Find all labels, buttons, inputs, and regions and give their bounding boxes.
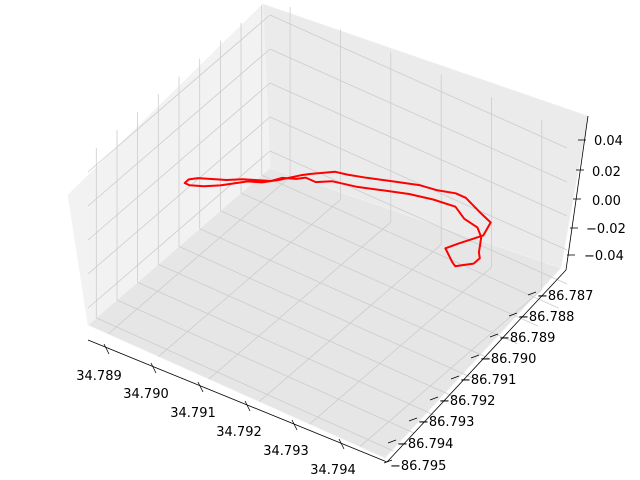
y-tick-mark [408, 417, 418, 422]
wall-grid-line [87, 150, 271, 309]
floor-grid-line [96, 317, 394, 452]
x-tick-label: 34.791 [170, 406, 216, 421]
wall-grid-line [269, 82, 568, 217]
x-tick-label: 34.790 [123, 387, 169, 402]
x-tick-mark [291, 419, 298, 431]
floor-grid-line [178, 246, 477, 380]
wall-grid-line [269, 14, 568, 149]
wall-grid-line [87, 14, 271, 173]
floor-grid-line [158, 263, 456, 398]
x-axis-line [87, 339, 388, 463]
y-tick-label: −86.789 [499, 331, 555, 346]
y-tick-mark [450, 375, 460, 380]
y-tick-label: −86.792 [439, 394, 495, 409]
x-tick-label: 34.794 [310, 463, 356, 478]
z-tick-label: 0.00 [592, 194, 621, 209]
y-axis-line [386, 269, 567, 463]
floor-grid-line [220, 210, 518, 345]
pane-floor [87, 167, 562, 459]
wall-grid-line [269, 48, 568, 183]
y-tick-mark [489, 333, 499, 338]
x-tick-label: 34.789 [76, 369, 122, 384]
grid-lines [87, 5, 568, 452]
y-tick-mark [470, 354, 480, 359]
y-tick-mark [383, 459, 393, 464]
floor-grid-line [199, 228, 497, 363]
y-tick-label: −86.791 [460, 373, 516, 388]
y-tick-label: −86.795 [390, 459, 446, 474]
x-tick-label: 34.792 [216, 425, 262, 440]
floor-grid-line [137, 281, 435, 416]
z-tick-label: −0.04 [584, 249, 624, 264]
floor-grid-line [240, 192, 539, 327]
y-tick-mark [429, 396, 439, 401]
tick-marks [103, 139, 586, 464]
floor-grid-line [261, 174, 559, 309]
z-tick-label: 0.02 [592, 165, 621, 180]
x-tick-label: 34.793 [263, 444, 309, 459]
y-tick-label: −86.787 [537, 289, 593, 304]
wall-grid-line [87, 82, 271, 241]
y-tick-mark [508, 312, 518, 317]
wall-grid-line [87, 48, 271, 207]
z-axis-line [565, 115, 589, 271]
floor-grid-line [116, 299, 415, 434]
y-tick-label: −86.794 [397, 437, 453, 452]
y-tick-mark [387, 439, 397, 444]
z-tick-label: 0.04 [594, 134, 623, 149]
wall-grid-line [269, 116, 568, 251]
y-tick-label: −86.788 [518, 310, 574, 325]
data-layer [183, 170, 492, 268]
series-line [183, 170, 492, 268]
x-tick-mark [338, 438, 345, 450]
y-tick-label: −86.790 [480, 352, 536, 367]
x-tick-mark [244, 400, 251, 412]
wall-grid-line [87, 116, 271, 275]
x-tick-mark [103, 343, 110, 355]
z-tick-label: −0.02 [586, 222, 626, 237]
y-tick-mark [527, 291, 537, 296]
x-tick-mark [150, 362, 157, 374]
y-tick-label: −86.793 [418, 415, 474, 430]
x-tick-mark [197, 381, 204, 393]
